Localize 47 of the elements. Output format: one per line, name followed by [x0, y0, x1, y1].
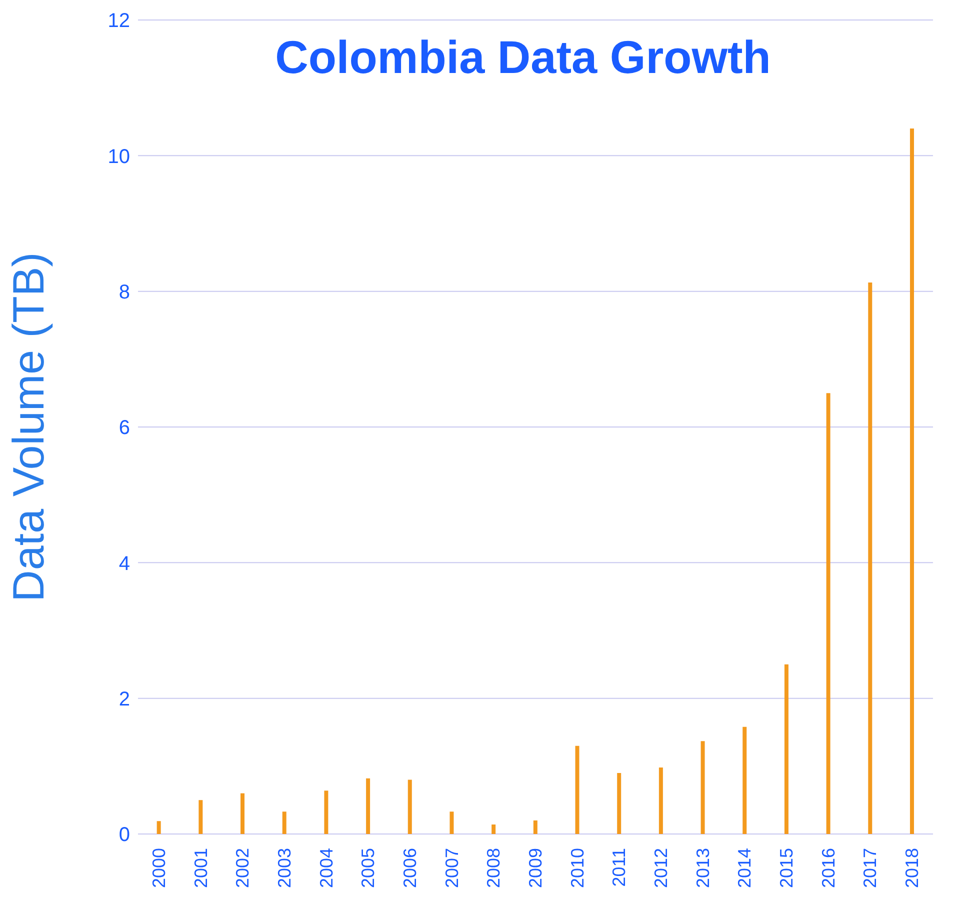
x-tick-label: 2002 [232, 848, 253, 888]
x-tick-label: 2007 [442, 848, 462, 888]
x-tick-label: 2018 [902, 848, 922, 888]
x-tick-label: 2013 [692, 848, 713, 888]
bar [492, 824, 496, 834]
chart-title: Colombia Data Growth [275, 31, 771, 83]
bar [240, 793, 245, 834]
y-tick-label: 10 [108, 146, 130, 168]
bar [408, 780, 412, 834]
bar [198, 800, 203, 834]
y-tick-label: 2 [118, 688, 130, 710]
y-tick-label: 12 [108, 10, 130, 32]
x-tick-label: 2005 [358, 848, 378, 888]
x-tick-label: 2011 [609, 848, 630, 887]
bar [533, 820, 538, 834]
bar [742, 726, 747, 834]
bar [700, 741, 705, 834]
bar [784, 664, 788, 834]
bar [324, 790, 328, 834]
bar [617, 772, 622, 834]
x-tick-label: 2014 [734, 848, 755, 888]
y-tick-label: 0 [118, 824, 130, 846]
bar [826, 393, 830, 834]
x-tick-label: 2017 [860, 848, 880, 888]
x-tick-label: 2010 [567, 848, 588, 888]
bar [366, 778, 370, 834]
y-tick-label: 4 [118, 552, 130, 575]
y-axis-title: Data Volume (TB) [4, 252, 54, 602]
bar [450, 812, 454, 834]
x-tick-label: 2016 [818, 848, 838, 888]
x-tick-label: 2009 [526, 848, 546, 888]
bar [575, 746, 580, 834]
x-tick-label: 2006 [400, 848, 420, 888]
bar [658, 768, 663, 834]
x-tick-label: 2003 [274, 848, 294, 888]
x-tick-label: 2008 [484, 848, 504, 888]
bar [156, 821, 161, 834]
bar [910, 128, 914, 834]
y-tick-label: 8 [118, 281, 130, 304]
bar [282, 812, 286, 834]
x-tick-label: 2012 [651, 848, 672, 888]
y-tick-label: 6 [118, 417, 130, 440]
x-tick-label: 2000 [148, 848, 169, 888]
x-tick-label: 2015 [776, 848, 797, 888]
x-tick-label: 2001 [190, 848, 211, 888]
bar [868, 282, 872, 834]
x-tick-label: 2004 [316, 848, 336, 888]
